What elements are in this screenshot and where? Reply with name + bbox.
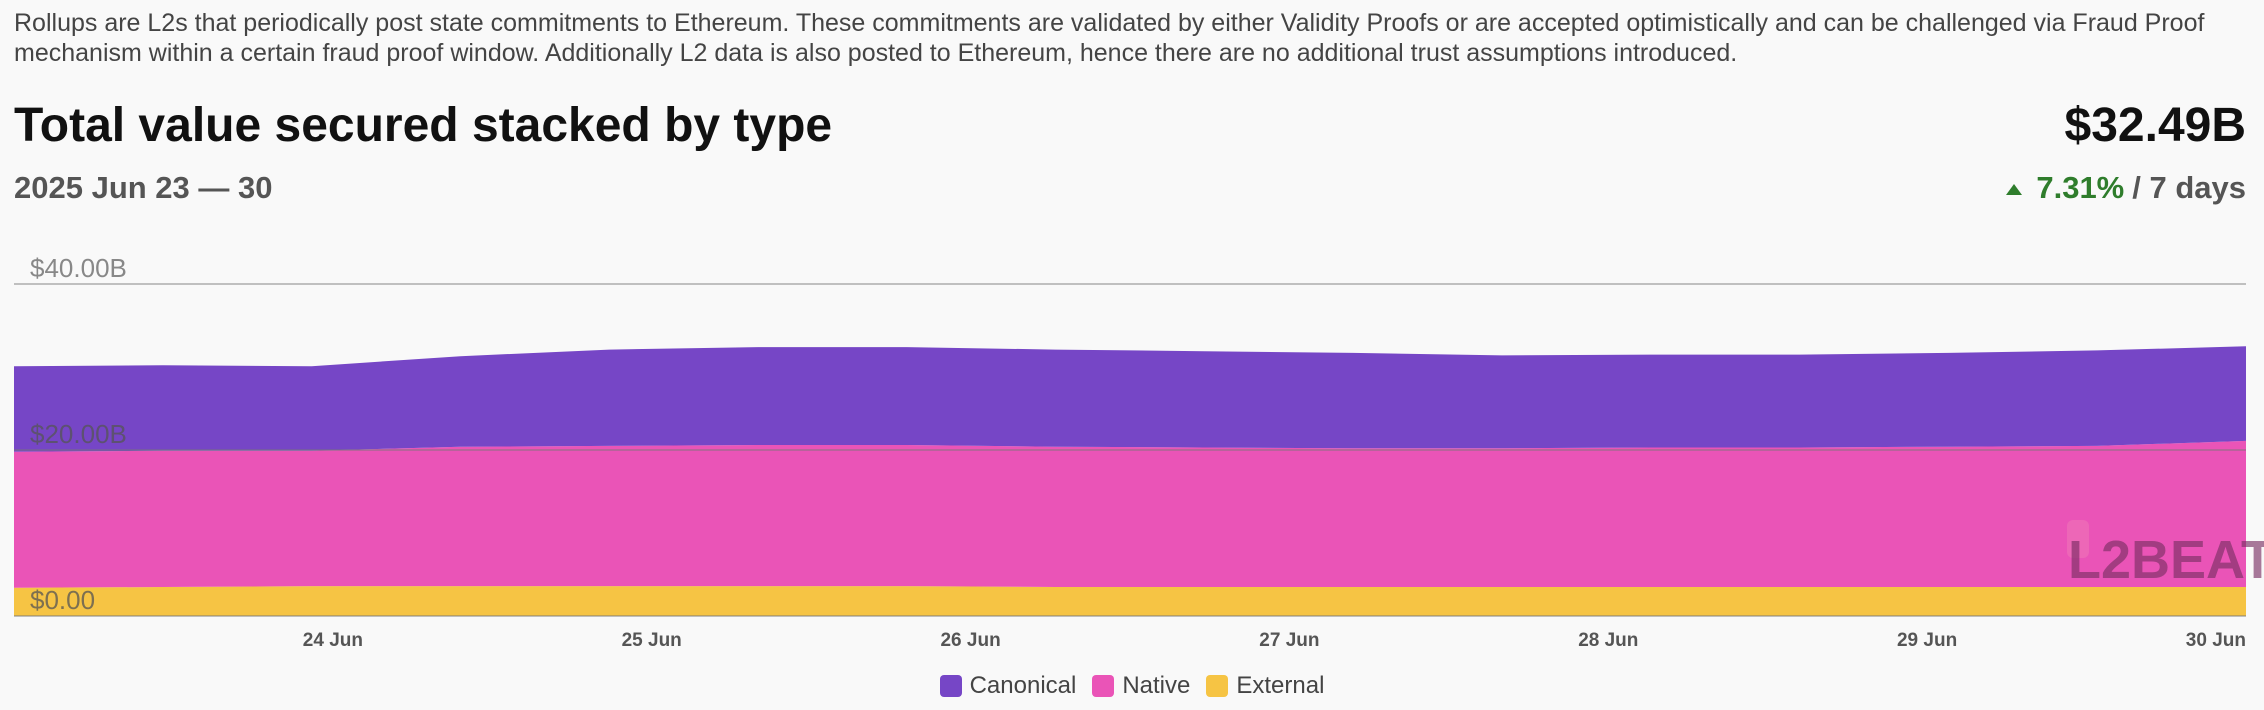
- legend-swatch: [1206, 675, 1229, 697]
- change-percent: 7.31%: [2036, 170, 2125, 205]
- area-canonical: [14, 346, 2246, 452]
- legend-swatch: [939, 675, 962, 697]
- x-tick-label: 30 Jun: [2186, 630, 2246, 651]
- x-tick-label: 29 Jun: [1897, 630, 1957, 651]
- change-indicator: 7.31% / 7 days: [2006, 170, 2246, 206]
- y-tick-label: $20.00B: [30, 419, 127, 449]
- change-period: / 7 days: [2132, 170, 2246, 205]
- legend-label: Native: [1122, 672, 1191, 699]
- x-tick-label: 26 Jun: [940, 630, 1000, 651]
- x-tick-label: 28 Jun: [1578, 630, 1638, 651]
- total-value: $32.49B: [2064, 99, 2246, 152]
- x-tick-label: 27 Jun: [1259, 630, 1319, 651]
- area-external: [14, 586, 2246, 616]
- arrow-up-icon: [2006, 183, 2023, 195]
- legend-swatch: [1092, 675, 1115, 697]
- watermark-text: L2BEAT: [2068, 530, 2264, 590]
- x-axis-labels: 24 Jun 25 Jun 26 Jun 27 Jun 28 Jun 29 Jun 30 J…: [303, 630, 2246, 651]
- legend-item-canonical[interactable]: Canonical: [939, 672, 1077, 700]
- area-native: [14, 440, 2246, 588]
- l2beat-watermark: L2BEAT: [2067, 520, 2264, 590]
- x-tick-label: 24 Jun: [303, 630, 363, 651]
- chart-description: Rollups are L2s that periodically post s…: [14, 9, 2205, 67]
- date-range: 2025 Jun 23 — 30: [14, 170, 273, 205]
- y-tick-label: $40.00B: [30, 253, 127, 283]
- chart-title: Total value secured stacked by type: [14, 99, 833, 152]
- x-tick-label: 25 Jun: [622, 630, 682, 651]
- legend-item-native[interactable]: Native: [1092, 672, 1190, 700]
- chart-legend: Canonical Native External: [0, 672, 2264, 700]
- chart-areas: [14, 346, 2246, 616]
- legend-label: Canonical: [969, 672, 1077, 699]
- y-tick-label: $0.00: [30, 585, 95, 615]
- legend-label: External: [1236, 672, 1325, 699]
- legend-item-external[interactable]: External: [1206, 672, 1324, 700]
- chart-gridlines: [14, 283, 2246, 617]
- y-axis-labels: $0.00 $20.00B $40.00B: [30, 253, 127, 615]
